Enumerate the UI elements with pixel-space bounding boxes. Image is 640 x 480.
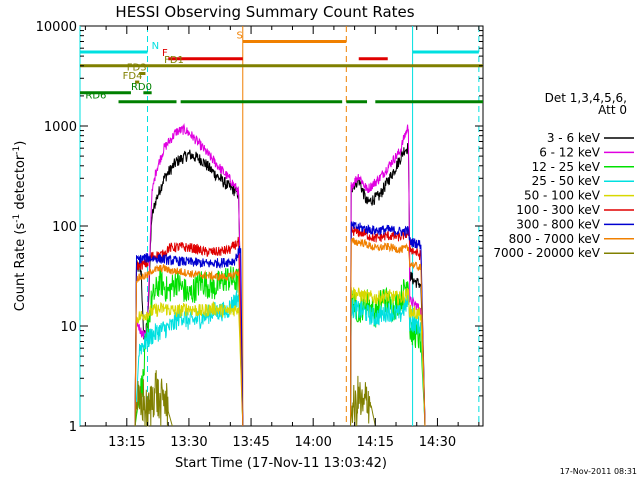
y-axis-label-main: Count Rate (s — [13, 223, 28, 312]
flag-label-f: F — [162, 48, 168, 59]
x-tick-label: 14:00 — [294, 435, 331, 450]
flag-label-rd0: RD0 — [131, 82, 152, 93]
x-tick-label: 13:15 — [108, 435, 145, 450]
flag-label-s: S — [237, 30, 243, 41]
series-6-12-kev — [350, 124, 426, 427]
x-axis-label: Start Time (17-Nov-11 13:03:42) — [175, 456, 387, 471]
y-axis-label: Count Rate (s-1 detector-1) — [12, 141, 28, 312]
flag-label-fd4: FD4 — [123, 71, 143, 82]
flag-label-rd6: RD6 — [85, 91, 106, 102]
flag-label-fd1: FD1 — [164, 55, 184, 66]
legend-header-attenuator: Att 0 — [598, 103, 627, 117]
series-7000-20000-kev — [134, 370, 173, 427]
flag-label-n: N — [152, 41, 159, 52]
y-tick-label: 100 — [52, 220, 77, 235]
series-300-800-kev — [350, 220, 426, 427]
series-50-100-kev — [134, 301, 244, 427]
series-lines — [134, 123, 426, 427]
x-tick-label: 13:45 — [232, 435, 269, 450]
series-800-7000-kev — [134, 264, 244, 427]
y-tick-label: 1000 — [44, 120, 77, 135]
y-axis-label-sup2: -1 — [12, 146, 22, 155]
y-tick-label: 10 — [60, 320, 77, 335]
series-300-800-kev — [134, 245, 244, 427]
series-100-300-kev — [134, 236, 244, 427]
series-800-7000-kev — [350, 236, 426, 427]
x-axis: 13:15 13:30 13:45 14:00 14:15 14:30 — [84, 26, 480, 450]
series-7000-20000-kev — [350, 375, 376, 427]
legend-entry-label: 25 - 50 keV — [532, 174, 601, 188]
series-25-50-kev — [350, 293, 426, 427]
x-tick-label: 14:15 — [357, 435, 394, 450]
series-50-100-kev — [350, 287, 426, 427]
legend-entry-label: 800 - 7000 keV — [509, 232, 601, 246]
legend-entry-label: 50 - 100 keV — [524, 189, 601, 203]
render-timestamp: 17-Nov-2011 08:31 — [560, 467, 637, 476]
y-tick-label: 10000 — [36, 20, 77, 35]
series-3-6-kev — [350, 143, 426, 427]
x-tick-label: 13:30 — [170, 435, 207, 450]
legend-entry-label: 7000 - 20000 keV — [493, 246, 600, 260]
chart-title: HESSI Observing Summary Count Rates — [115, 3, 414, 21]
series-3-6-kev — [134, 149, 244, 427]
legend-entry-label: 6 - 12 keV — [539, 145, 601, 159]
y-axis-label-end: ) — [13, 141, 28, 146]
series-25-50-kev — [134, 290, 244, 427]
series-12-25-kev — [134, 266, 244, 427]
y-axis-label-mid: detector — [13, 154, 28, 214]
series-6-12-kev — [134, 123, 244, 427]
flag-label-fd3: FD3 — [127, 62, 147, 73]
legend-entry-label: 12 - 25 keV — [532, 160, 601, 174]
legend-entry-label: 300 - 800 keV — [516, 217, 600, 231]
y-axis: 1 10 100 1000 10000 — [36, 20, 483, 435]
y-axis-label-sup1: -1 — [12, 214, 22, 223]
legend-entry-label: 100 - 300 keV — [516, 203, 600, 217]
legend-header-detectors: Det 1,3,4,5,6, — [545, 91, 627, 105]
y-tick-label: 1 — [69, 420, 77, 435]
x-tick-label: 14:30 — [419, 435, 456, 450]
legend-entry-label: 3 - 6 keV — [547, 131, 601, 145]
